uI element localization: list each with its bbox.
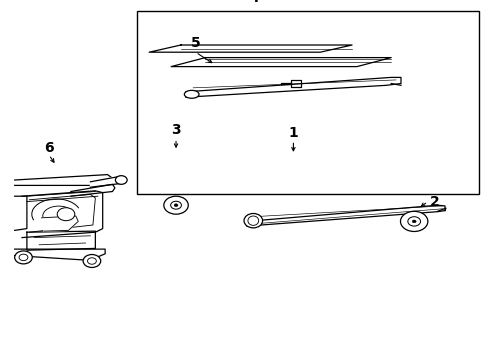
- Circle shape: [87, 258, 96, 264]
- Circle shape: [407, 217, 420, 226]
- Circle shape: [115, 176, 127, 184]
- Circle shape: [15, 251, 32, 264]
- Ellipse shape: [247, 216, 258, 225]
- Circle shape: [400, 211, 427, 231]
- Polygon shape: [15, 175, 112, 185]
- Polygon shape: [15, 249, 105, 261]
- Text: 2: 2: [429, 195, 439, 208]
- Polygon shape: [246, 205, 444, 226]
- Bar: [137, 11, 478, 194]
- Text: 6: 6: [44, 141, 54, 154]
- Circle shape: [19, 254, 28, 261]
- Polygon shape: [149, 45, 351, 52]
- Polygon shape: [22, 191, 102, 238]
- Ellipse shape: [184, 90, 199, 98]
- Circle shape: [57, 208, 75, 221]
- Circle shape: [411, 220, 415, 223]
- Circle shape: [170, 201, 181, 209]
- Text: 5: 5: [190, 36, 200, 50]
- Polygon shape: [185, 77, 400, 97]
- Text: 3: 3: [171, 123, 181, 136]
- Circle shape: [163, 196, 188, 214]
- Polygon shape: [71, 184, 115, 196]
- Polygon shape: [29, 194, 95, 232]
- Polygon shape: [15, 196, 27, 230]
- Circle shape: [174, 204, 178, 207]
- Polygon shape: [171, 58, 390, 67]
- Text: 1: 1: [288, 126, 298, 140]
- Ellipse shape: [244, 213, 262, 228]
- Polygon shape: [41, 216, 78, 231]
- Circle shape: [83, 255, 101, 267]
- Polygon shape: [27, 231, 95, 250]
- Polygon shape: [90, 176, 122, 187]
- Text: 4: 4: [249, 0, 259, 5]
